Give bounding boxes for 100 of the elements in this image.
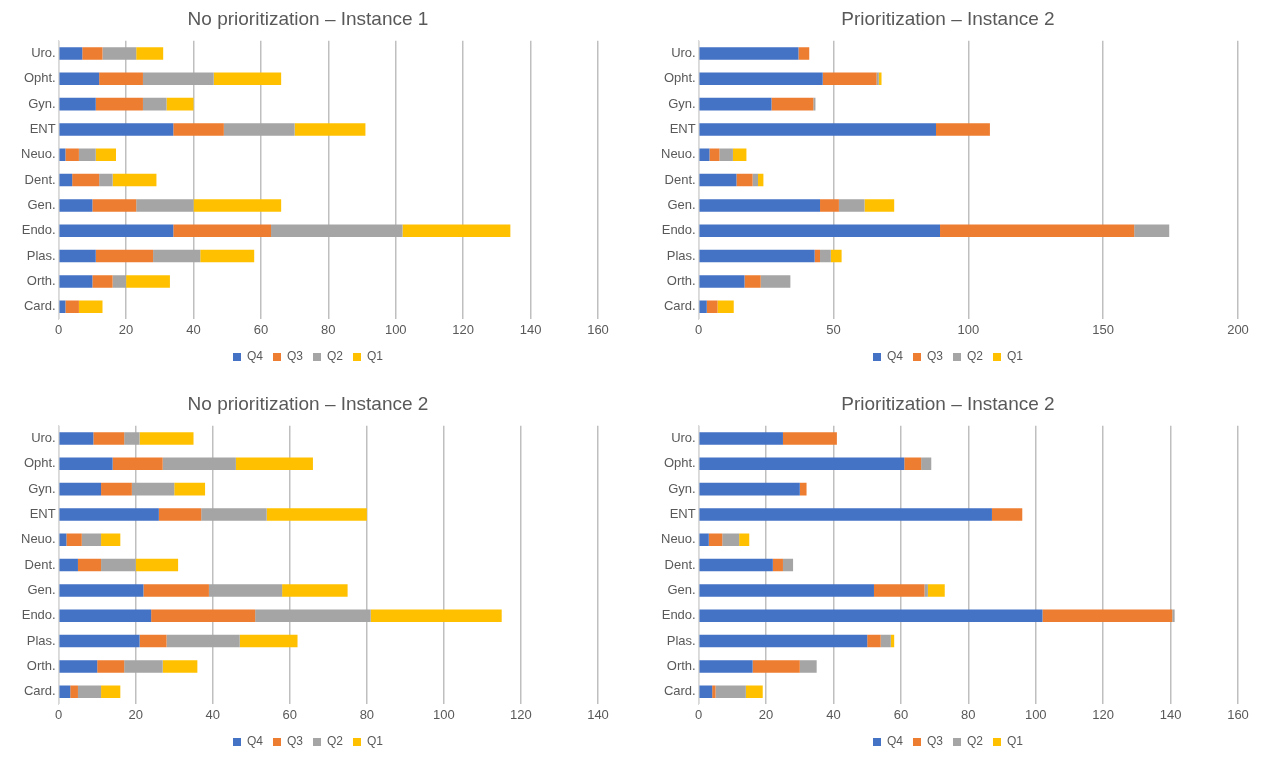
bar bbox=[294, 123, 366, 136]
legend-label: Q2 bbox=[327, 349, 344, 364]
x-tick-label: 0 bbox=[695, 706, 703, 722]
bar bbox=[151, 609, 256, 623]
bar bbox=[59, 685, 71, 699]
y-tick-label: Gyn. bbox=[668, 95, 696, 111]
y-tick-label: Dent. bbox=[24, 171, 56, 187]
bar bbox=[173, 123, 224, 136]
y-tick-label: Opht. bbox=[663, 70, 696, 86]
chart-title: Prioritization – Instance 2 bbox=[841, 392, 1055, 414]
x-tick-label: 0 bbox=[55, 706, 63, 722]
bar bbox=[799, 660, 817, 673]
bar bbox=[699, 300, 707, 314]
bar bbox=[699, 47, 799, 60]
x-tick-label: 120 bbox=[1092, 706, 1115, 722]
y-tick-label: ENT bbox=[29, 506, 56, 522]
bar bbox=[59, 432, 94, 445]
y-tick-label: Endo. bbox=[661, 222, 696, 238]
bar bbox=[699, 432, 783, 445]
bar bbox=[95, 148, 116, 162]
y-tick-label: Gen. bbox=[667, 197, 696, 213]
bar bbox=[991, 508, 1023, 521]
x-tick-label: 80 bbox=[961, 706, 976, 722]
y-tick-label: Dent. bbox=[24, 556, 56, 572]
legend-label: Q3 bbox=[286, 734, 304, 749]
bar bbox=[59, 634, 140, 648]
x-tick-label: 100 bbox=[1024, 706, 1047, 722]
bar bbox=[59, 660, 98, 673]
x-tick-label: 140 bbox=[519, 321, 542, 337]
bar bbox=[744, 275, 761, 288]
bar bbox=[699, 685, 713, 699]
y-tick-label: Orth. bbox=[26, 272, 56, 288]
bar bbox=[166, 634, 240, 648]
y-tick-label: Endo. bbox=[661, 607, 696, 623]
y-tick-label: Gyn. bbox=[668, 480, 696, 496]
legend-label: Q2 bbox=[327, 734, 344, 749]
x-tick-label: 200 bbox=[1227, 321, 1249, 337]
y-tick-label: Neuo. bbox=[20, 146, 56, 162]
y-tick-label: Uro. bbox=[671, 45, 696, 61]
bar bbox=[66, 533, 82, 547]
x-tick-label: 40 bbox=[186, 321, 201, 337]
y-tick-label: Opht. bbox=[663, 455, 696, 471]
bar bbox=[77, 685, 102, 699]
y-tick-label: Orth. bbox=[666, 272, 696, 288]
bar bbox=[59, 508, 159, 521]
bar bbox=[65, 300, 79, 314]
x-tick-label: 60 bbox=[893, 706, 909, 722]
bar bbox=[745, 685, 763, 699]
bar bbox=[699, 224, 941, 238]
y-tick-label: Uro. bbox=[31, 430, 56, 446]
bar bbox=[142, 72, 214, 86]
x-tick-label: 100 bbox=[384, 321, 407, 337]
bar bbox=[59, 457, 113, 471]
bar bbox=[715, 685, 746, 699]
bar bbox=[72, 173, 100, 187]
bar bbox=[924, 584, 928, 597]
legend-label: Q4 bbox=[246, 734, 264, 749]
y-tick-label: Plas. bbox=[26, 247, 56, 263]
bar bbox=[139, 634, 167, 648]
chart-title: No prioritization – Instance 2 bbox=[187, 392, 429, 414]
legend-label: Q1 bbox=[367, 349, 384, 364]
bar bbox=[822, 72, 877, 86]
bar bbox=[830, 249, 842, 263]
bar bbox=[712, 685, 716, 699]
bar bbox=[699, 123, 936, 136]
x-tick-label: 150 bbox=[1092, 321, 1115, 337]
bar bbox=[101, 558, 136, 572]
bar bbox=[124, 432, 140, 445]
chart-title: No prioritization – Instance 1 bbox=[187, 7, 429, 29]
bar bbox=[699, 584, 874, 597]
y-tick-label: Uro. bbox=[31, 45, 56, 61]
bar bbox=[235, 457, 313, 471]
bar bbox=[65, 148, 79, 162]
bar bbox=[95, 249, 154, 263]
bar bbox=[139, 432, 194, 445]
bar bbox=[112, 173, 157, 187]
y-tick-label: Card. bbox=[663, 298, 696, 314]
y-tick-label: Dent. bbox=[664, 556, 696, 572]
bar bbox=[699, 249, 815, 263]
bar bbox=[153, 249, 201, 263]
legend-label: Q3 bbox=[926, 349, 944, 364]
bar bbox=[223, 123, 295, 136]
x-tick-label: 100 bbox=[433, 706, 455, 722]
y-tick-label: ENT bbox=[29, 121, 56, 137]
bar bbox=[166, 97, 194, 111]
bar bbox=[59, 609, 152, 623]
x-tick-label: 160 bbox=[1227, 706, 1249, 722]
bar bbox=[143, 584, 209, 597]
bar bbox=[59, 300, 66, 314]
legend-label: Q1 bbox=[367, 734, 384, 749]
legend-label: Q3 bbox=[286, 349, 304, 364]
x-tick-label: 140 bbox=[1159, 706, 1182, 722]
bar bbox=[699, 482, 800, 496]
bar bbox=[124, 660, 163, 673]
bar bbox=[92, 199, 137, 212]
legend-label: Q4 bbox=[886, 349, 904, 364]
legend-label: Q1 bbox=[1007, 349, 1024, 364]
bar bbox=[867, 634, 881, 648]
y-tick-label: Gyn. bbox=[28, 480, 56, 496]
bar bbox=[402, 224, 511, 238]
